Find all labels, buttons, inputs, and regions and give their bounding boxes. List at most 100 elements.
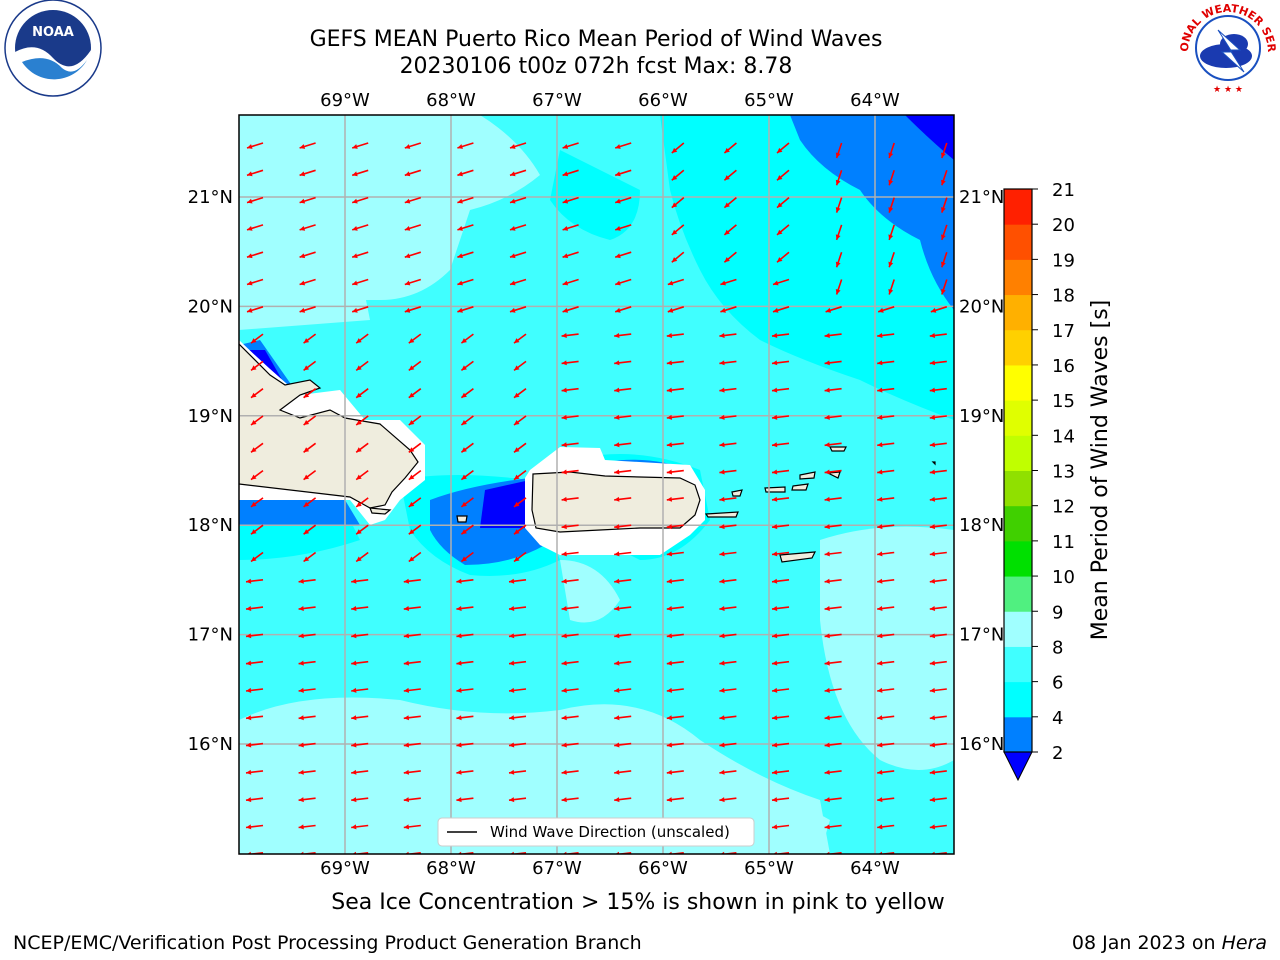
puerto-rico-land [531,471,701,533]
lon-tick-label: 69°W [320,90,370,111]
wave-arrow [723,196,737,209]
wave-arrow [824,797,842,803]
wave-arrow [351,224,369,231]
wave-arrow [667,306,685,313]
wave-arrow [246,251,264,259]
wave-arrow [720,278,737,286]
lon-tick-label: 68°W [426,90,476,111]
wave-arrow [351,769,369,775]
wave-arrow [771,824,790,830]
wave-arrow [877,360,895,366]
colorbar-tick-label: 20 [1052,215,1075,236]
lon-tick-label: 64°W [850,858,900,879]
wave-arrow [298,687,316,693]
wave-arrow [513,333,527,344]
colorbar-label: Mean Period of Wind Waves [s] [1088,300,1113,640]
wave-arrow [941,279,948,295]
wave-arrow [303,360,317,372]
wave-arrow [614,196,632,204]
wave-arrow [771,660,790,666]
wave-arrow [351,578,369,584]
wave-arrow [404,306,422,313]
wave-arrow [355,388,369,399]
wave-arrow [877,496,895,502]
wave-arrow [824,660,842,666]
wave-arrow [408,388,422,399]
wave-arrow [508,660,527,666]
wave-arrow [562,251,579,259]
wave-arrow [671,169,685,181]
wave-arrow [776,142,790,154]
wave-arrow [355,442,369,453]
wave-arrow [877,414,895,420]
wave-arrow [250,415,264,426]
colorbar-segment [1004,435,1032,471]
wave-arrow [562,306,579,313]
wave-arrow [614,633,632,639]
colorbar-segment [1004,716,1032,753]
wave-arrow [929,660,947,666]
lat-tick-label: 16°N [959,734,1004,755]
wave-arrow [250,524,264,535]
wave-arrow [246,224,264,231]
lon-tick-label: 68°W [426,858,476,879]
wave-arrow [614,278,632,286]
wave-arrow [772,306,790,313]
wave-arrow [245,797,264,803]
wave-arrow [460,360,474,372]
wave-arrow [614,769,632,775]
wave-arrow [299,169,316,177]
wave-arrow [824,769,842,775]
wave-arrow [723,224,737,236]
wave-arrow [508,578,527,584]
colorbar-segment [1004,364,1032,401]
wave-arrow [824,606,842,611]
wave-arrow [877,797,895,803]
wave-arrow [460,442,474,453]
wave-arrow [666,687,684,693]
colorbar-tick-label: 12 [1052,497,1075,518]
wave-arrow [666,742,684,748]
wave-arrow [562,142,579,149]
wave-arrow [771,715,790,721]
wave-arrow [719,442,737,448]
chart-title: GEFS MEAN Puerto Rico Mean Period of Win… [309,27,883,52]
wave-arrow [824,496,842,502]
wave-arrow [298,742,316,748]
wave-arrow [929,524,947,530]
wave-arrow [771,442,790,448]
wave-arrow [666,333,684,338]
wave-arrow [561,742,579,748]
wave-arrow [614,524,632,530]
colorbar-segment [1004,400,1032,436]
wave-arrow [460,333,474,344]
wave-arrow [666,469,684,475]
wave-arrow [941,251,948,268]
wave-arrow [719,769,737,775]
wave-arrow [403,797,421,803]
lon-labels-bottom: 69°W 68°W 67°W 66°W 65°W 64°W [320,858,900,879]
wave-arrow [671,196,685,209]
wave-arrow [930,306,948,313]
wave-arrow [941,142,948,159]
wave-arrow [824,387,842,393]
wave-arrow [929,606,947,611]
wave-arrow [403,769,421,775]
wave-arrow [877,442,895,448]
wave-arrow [719,496,737,502]
wave-arrow [457,224,474,231]
wave-arrow [246,169,264,177]
wave-arrow [513,551,527,563]
wave-arrow [351,715,369,721]
wave-arrow [719,715,737,721]
wave-arrow [666,387,684,393]
wave-arrow [614,142,632,149]
footer-machine: Hera [1221,932,1267,954]
wave-arrow [719,414,737,420]
wave-arrow [299,251,316,259]
wave-arrow [771,387,790,393]
wave-arrow [719,606,737,611]
tortola-island [799,471,816,480]
wave-arrow [929,360,947,366]
